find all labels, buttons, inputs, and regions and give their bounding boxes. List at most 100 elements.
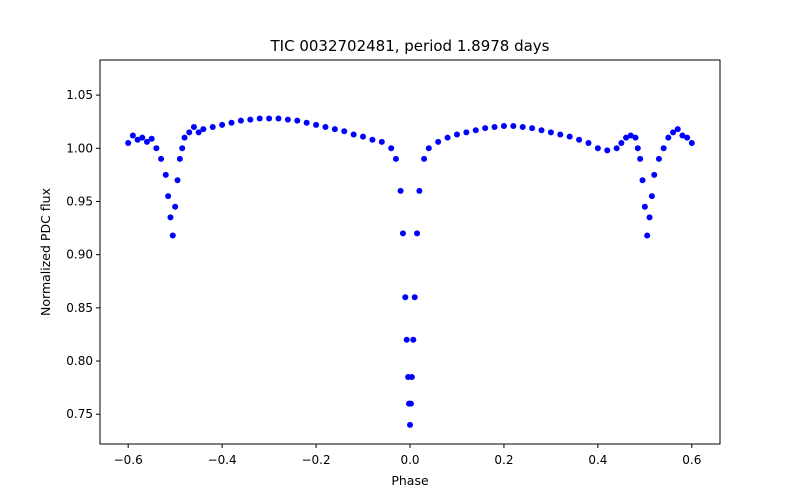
data-point bbox=[181, 134, 188, 141]
data-point bbox=[425, 145, 432, 152]
data-point bbox=[176, 155, 183, 162]
x-tick-label: 0.2 bbox=[494, 453, 513, 467]
data-point bbox=[585, 139, 592, 146]
data-point bbox=[463, 129, 470, 136]
data-point bbox=[665, 134, 672, 141]
data-point bbox=[237, 117, 244, 124]
data-point bbox=[674, 126, 681, 133]
data-point bbox=[538, 127, 545, 134]
data-point bbox=[618, 139, 625, 146]
data-point bbox=[411, 294, 418, 301]
data-point bbox=[414, 230, 421, 237]
data-point bbox=[402, 294, 409, 301]
data-point bbox=[519, 124, 526, 131]
data-point bbox=[634, 145, 641, 152]
data-point bbox=[491, 124, 498, 131]
data-point bbox=[557, 131, 564, 138]
x-tick-label: 0.6 bbox=[682, 453, 701, 467]
data-point bbox=[294, 117, 301, 124]
data-point bbox=[632, 134, 639, 141]
data-point bbox=[369, 136, 376, 143]
data-point bbox=[162, 171, 169, 178]
data-point bbox=[247, 116, 254, 123]
data-point bbox=[407, 400, 414, 407]
data-point bbox=[655, 155, 662, 162]
data-point bbox=[378, 138, 385, 145]
data-point bbox=[399, 230, 406, 237]
data-point bbox=[195, 129, 202, 136]
x-tick-label: 0.4 bbox=[588, 453, 607, 467]
data-point bbox=[500, 122, 507, 129]
chart-title: TIC 0032702481, period 1.8978 days bbox=[269, 37, 549, 55]
data-point bbox=[129, 132, 136, 139]
y-tick-label: 1.05 bbox=[66, 88, 93, 102]
data-point bbox=[172, 203, 179, 210]
data-point bbox=[529, 125, 536, 132]
data-point bbox=[651, 171, 658, 178]
data-point bbox=[153, 145, 160, 152]
data-point bbox=[179, 145, 186, 152]
x-tick-label: −0.4 bbox=[208, 453, 237, 467]
data-point bbox=[472, 127, 479, 134]
data-point bbox=[444, 134, 451, 141]
data-point bbox=[576, 136, 583, 143]
data-point bbox=[684, 134, 691, 141]
data-point bbox=[167, 214, 174, 221]
data-point bbox=[627, 132, 634, 139]
y-axis-label: Normalized PDC flux bbox=[38, 188, 53, 316]
data-point bbox=[670, 129, 677, 136]
data-point bbox=[165, 193, 172, 200]
data-point bbox=[256, 115, 263, 122]
data-point bbox=[148, 135, 155, 142]
y-tick-label: 0.90 bbox=[66, 248, 93, 262]
data-point bbox=[660, 145, 667, 152]
data-point bbox=[482, 125, 489, 132]
y-tick-label: 0.75 bbox=[66, 407, 93, 421]
y-tick-label: 1.00 bbox=[66, 141, 93, 155]
data-point bbox=[158, 155, 165, 162]
data-point bbox=[143, 138, 150, 145]
data-point bbox=[648, 193, 655, 200]
data-point bbox=[125, 139, 132, 146]
data-point bbox=[392, 155, 399, 162]
data-point bbox=[566, 133, 573, 140]
data-point bbox=[410, 336, 417, 343]
y-tick-label: 0.95 bbox=[66, 194, 93, 208]
data-point bbox=[174, 177, 181, 184]
data-point bbox=[200, 126, 207, 133]
data-point bbox=[219, 121, 226, 128]
data-point bbox=[186, 129, 193, 136]
data-point bbox=[510, 122, 517, 129]
data-point bbox=[646, 214, 653, 221]
data-point bbox=[547, 129, 554, 136]
data-point bbox=[613, 145, 620, 152]
x-axis-label: Phase bbox=[391, 473, 429, 488]
data-point bbox=[275, 115, 282, 122]
data-point bbox=[209, 124, 216, 131]
data-point bbox=[284, 116, 291, 123]
data-point bbox=[408, 373, 415, 380]
x-axis-ticks: −0.6 −0.4 −0.2 0.0 0.2 0.4 0.6 bbox=[114, 444, 701, 467]
data-point bbox=[169, 232, 176, 239]
x-tick-label: −0.6 bbox=[114, 453, 143, 467]
data-point bbox=[134, 136, 141, 143]
data-point bbox=[688, 139, 695, 146]
data-point bbox=[266, 115, 273, 122]
data-point bbox=[407, 421, 413, 428]
data-point bbox=[331, 126, 338, 133]
data-point bbox=[623, 134, 630, 141]
y-tick-label: 0.80 bbox=[66, 354, 93, 368]
data-point bbox=[644, 232, 651, 239]
data-point bbox=[303, 119, 310, 126]
data-point bbox=[228, 119, 235, 126]
data-point bbox=[360, 133, 367, 140]
x-tick-label: 0.0 bbox=[400, 453, 419, 467]
data-point bbox=[322, 124, 329, 131]
data-point bbox=[639, 177, 646, 184]
data-point bbox=[388, 145, 395, 152]
data-point bbox=[637, 155, 644, 162]
x-tick-label: −0.2 bbox=[301, 453, 330, 467]
data-point bbox=[604, 147, 611, 154]
